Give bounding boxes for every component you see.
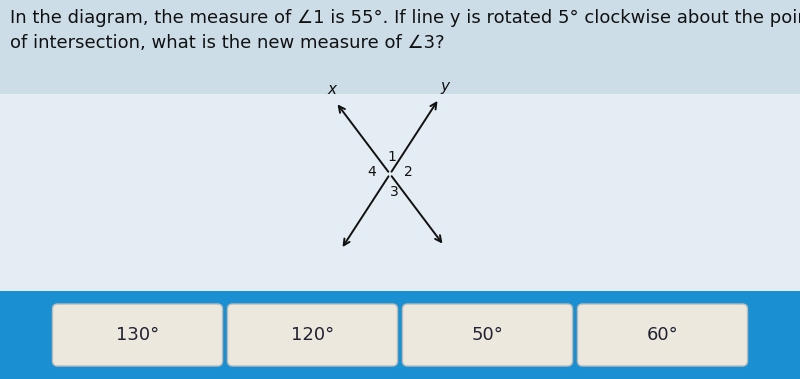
Bar bbox=[0, 291, 800, 379]
Text: 4: 4 bbox=[368, 165, 376, 179]
FancyBboxPatch shape bbox=[578, 304, 747, 366]
Text: 2: 2 bbox=[404, 165, 412, 179]
Text: 1: 1 bbox=[387, 150, 397, 164]
FancyBboxPatch shape bbox=[53, 304, 222, 366]
Bar bbox=[0, 0, 800, 94]
Text: 130°: 130° bbox=[116, 326, 159, 344]
Text: y: y bbox=[441, 78, 450, 94]
Text: 50°: 50° bbox=[471, 326, 503, 344]
FancyBboxPatch shape bbox=[402, 304, 573, 366]
FancyBboxPatch shape bbox=[227, 304, 398, 366]
Text: In the diagram, the measure of ∠1 is 55°. If line y is rotated 5° clockwise abou: In the diagram, the measure of ∠1 is 55°… bbox=[10, 9, 800, 27]
Text: of intersection, what is the new measure of ∠3?: of intersection, what is the new measure… bbox=[10, 34, 445, 52]
Text: 3: 3 bbox=[390, 185, 398, 199]
Bar bbox=[0, 94, 800, 291]
Text: 120°: 120° bbox=[291, 326, 334, 344]
Text: x: x bbox=[327, 82, 336, 97]
Text: 60°: 60° bbox=[646, 326, 678, 344]
